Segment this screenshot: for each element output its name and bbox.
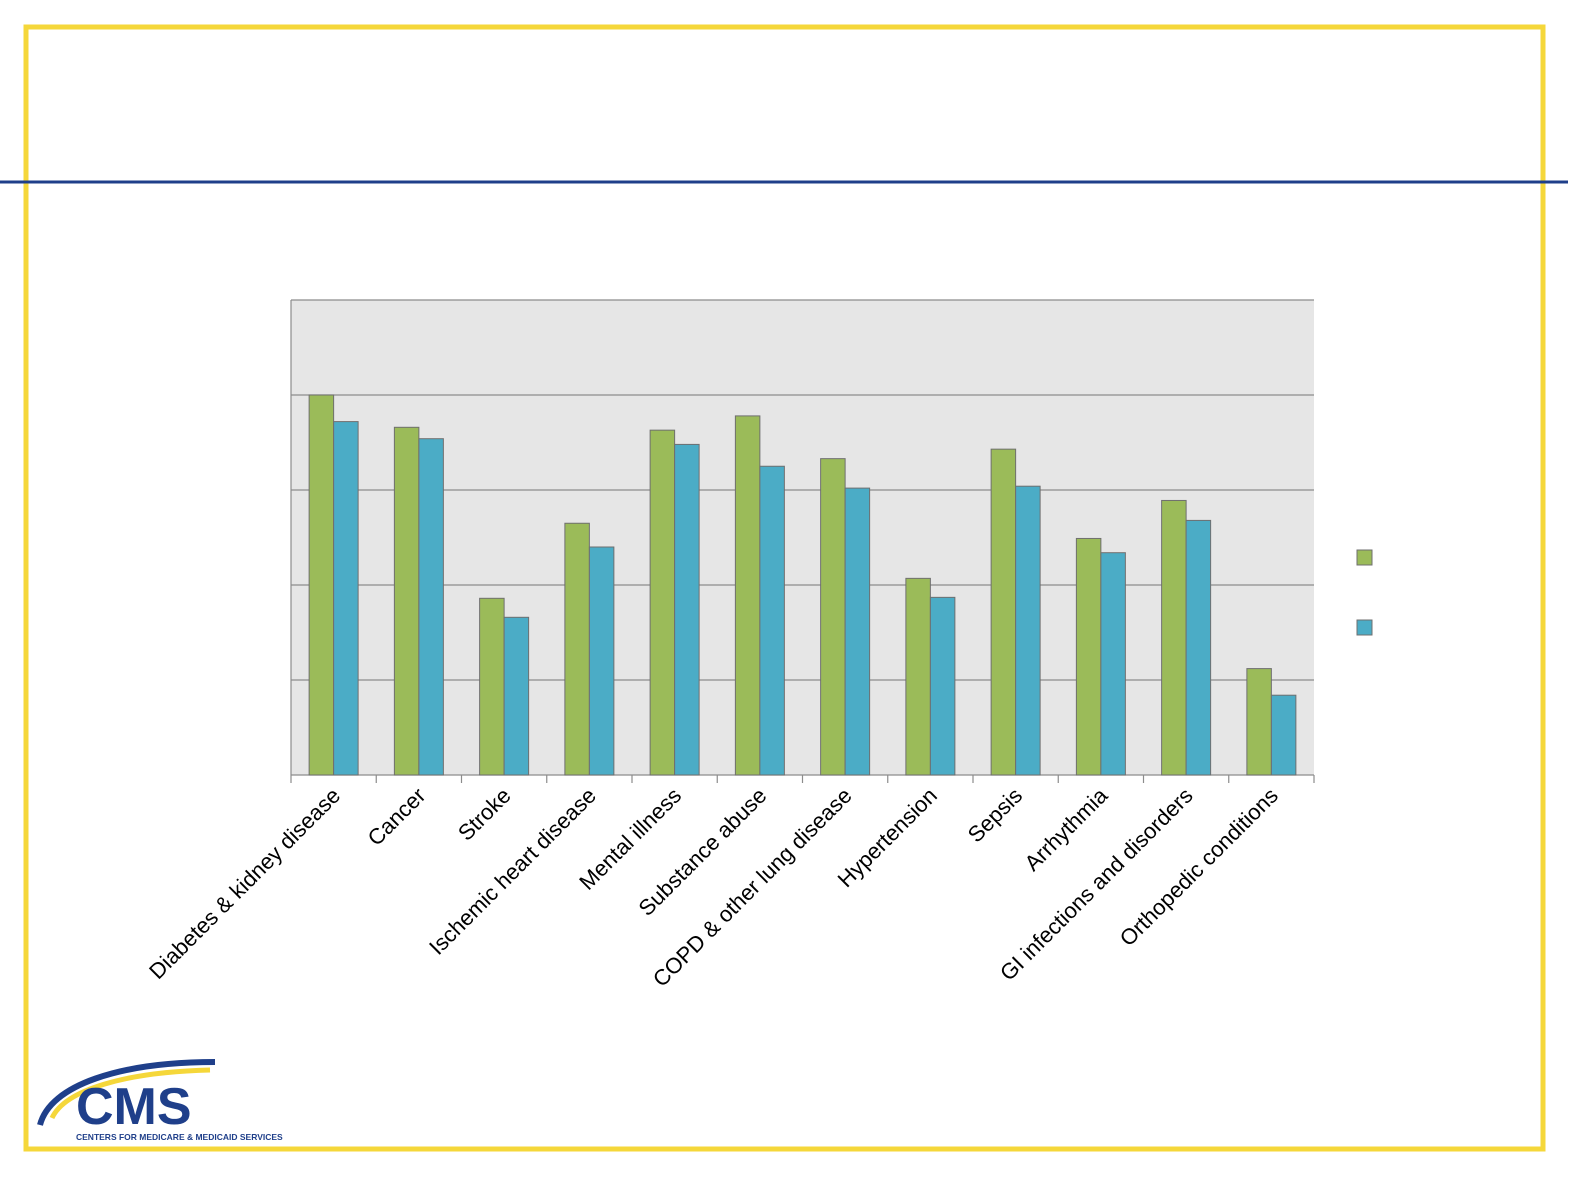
logo-swoosh: [37, 1059, 216, 1126]
bar: [649, 429, 676, 776]
x-tick-label: Ischemic heart disease: [424, 783, 601, 960]
logo-text: CMS: [76, 1078, 192, 1136]
legend-swatch: [1356, 619, 1373, 636]
bar: [759, 465, 785, 776]
bar: [1185, 519, 1212, 776]
bar: [1075, 537, 1102, 776]
bar: [929, 596, 956, 776]
bar: [564, 522, 590, 776]
bar: [1015, 485, 1041, 776]
x-tick-label: Stroke: [453, 783, 516, 846]
x-tick-label: Sepsis: [963, 783, 1027, 847]
x-tick-label: Orthopedic conditions: [1115, 783, 1283, 951]
bar: [588, 546, 615, 776]
bar: [990, 448, 1017, 776]
bar: [674, 443, 700, 776]
bar: [393, 426, 420, 776]
logo: CMS CENTERS FOR MEDICARE & MEDICAID SERV…: [37, 1059, 283, 1142]
x-tick-label: Cancer: [363, 783, 431, 851]
legend-swatch: [1356, 549, 1373, 566]
bar: [1270, 694, 1297, 776]
bar: [1246, 668, 1272, 776]
slide-border: [23, 24, 1546, 1152]
logo-swoosh: [49, 1067, 211, 1120]
bar: [308, 394, 335, 776]
x-tick-label: Arrhythmia: [1020, 782, 1113, 875]
plot-area: [291, 300, 1314, 775]
bar: [734, 415, 761, 776]
bar: [1100, 552, 1126, 776]
bar: [503, 616, 530, 776]
bar: [479, 597, 505, 776]
bar: [418, 438, 444, 776]
x-tick-label: Diabetes & kidney disease: [144, 783, 345, 984]
bar: [1161, 499, 1187, 776]
bar: [905, 577, 931, 776]
bar: [844, 487, 871, 776]
logo-subtitle: CENTERS FOR MEDICARE & MEDICAID SERVICES: [76, 1132, 283, 1142]
bar: [820, 458, 846, 776]
bar: [333, 421, 359, 776]
